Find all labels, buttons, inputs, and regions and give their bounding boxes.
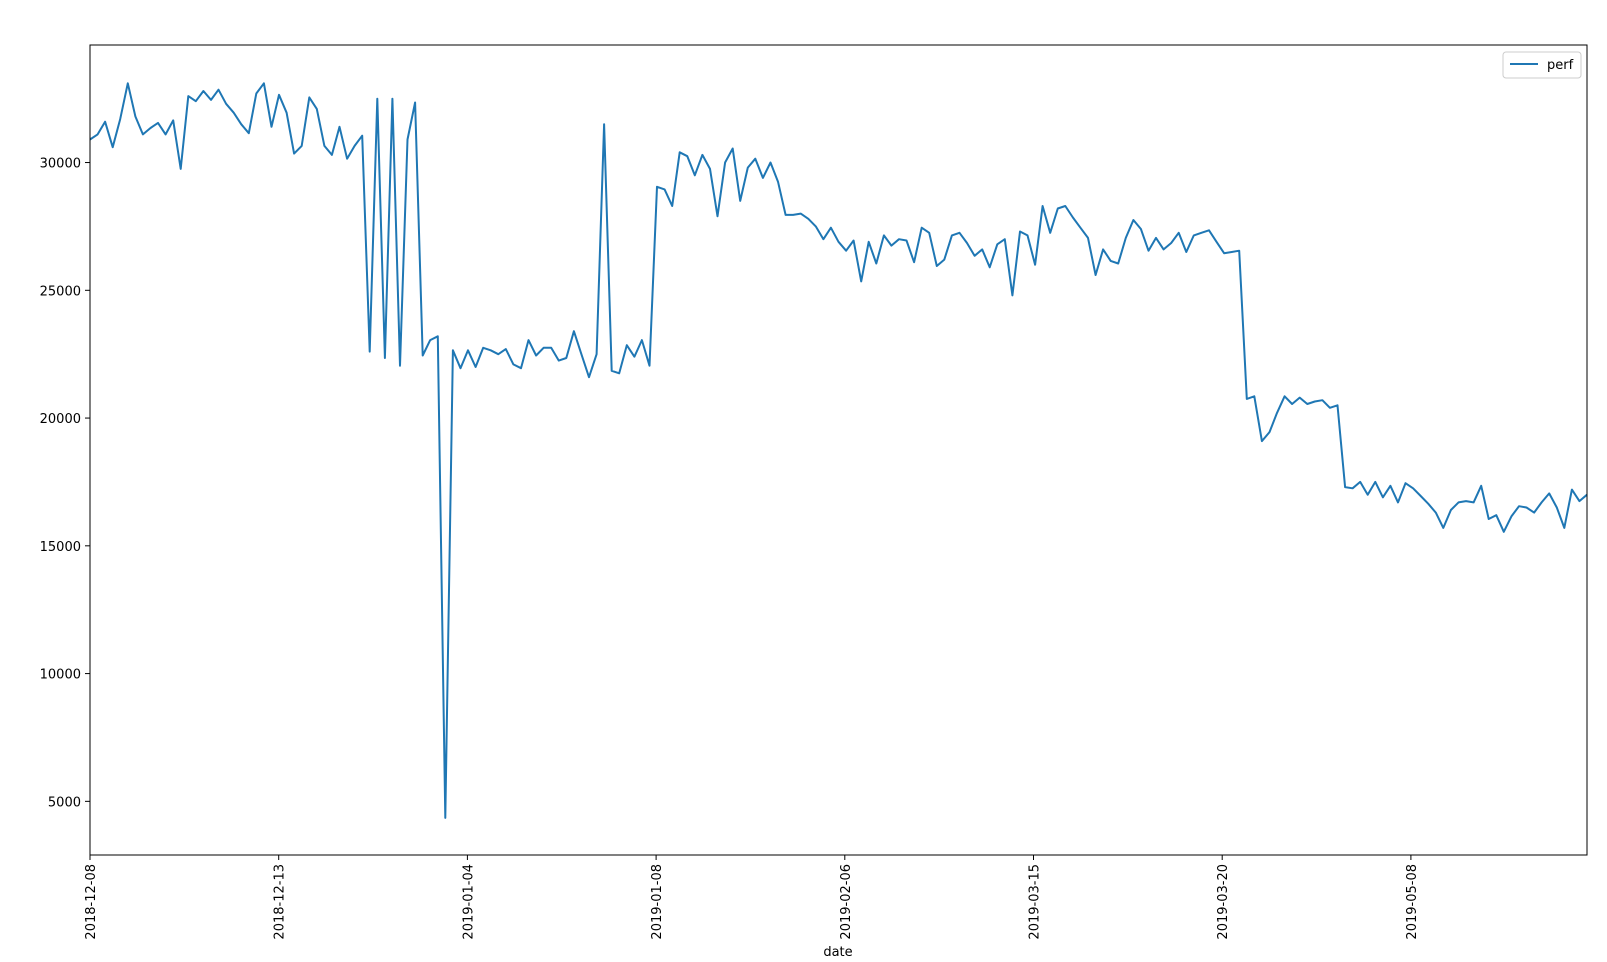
- legend: perf: [1502, 51, 1582, 79]
- y-tick-label: 15000: [40, 540, 81, 555]
- x-tick-label: 2018-12-08: [84, 864, 99, 940]
- series-line-perf: [89, 82, 1588, 819]
- x-tick-label: 2019-01-08: [650, 864, 665, 940]
- x-tick-label: 2019-03-15: [1028, 864, 1043, 940]
- legend-box: [1502, 51, 1582, 79]
- legend-label-perf: perf: [1547, 58, 1574, 73]
- x-axis-label: date: [823, 945, 852, 960]
- series-layer: [89, 82, 1588, 819]
- y-tick-label: 5000: [48, 795, 81, 810]
- x-tick-label: 2019-03-20: [1216, 864, 1231, 940]
- y-tick-label: 20000: [40, 412, 81, 427]
- x-axis-ticks: 2018-12-08 2018-12-13 2019-01-04 2019-01-08…: [84, 855, 1420, 940]
- x-tick-label: 2019-05-08: [1405, 864, 1420, 940]
- y-axis-ticks: 5000 10000 15000 20000 25000 30000: [40, 157, 90, 810]
- x-tick-label: 2019-01-04: [461, 864, 476, 940]
- y-tick-label: 25000: [40, 284, 81, 299]
- x-tick-label: 2019-02-06: [839, 864, 854, 940]
- plot-frame: [89, 44, 1588, 856]
- y-tick-label: 30000: [40, 157, 81, 172]
- x-tick-label: 2018-12-13: [273, 864, 288, 940]
- y-tick-label: 10000: [40, 668, 81, 683]
